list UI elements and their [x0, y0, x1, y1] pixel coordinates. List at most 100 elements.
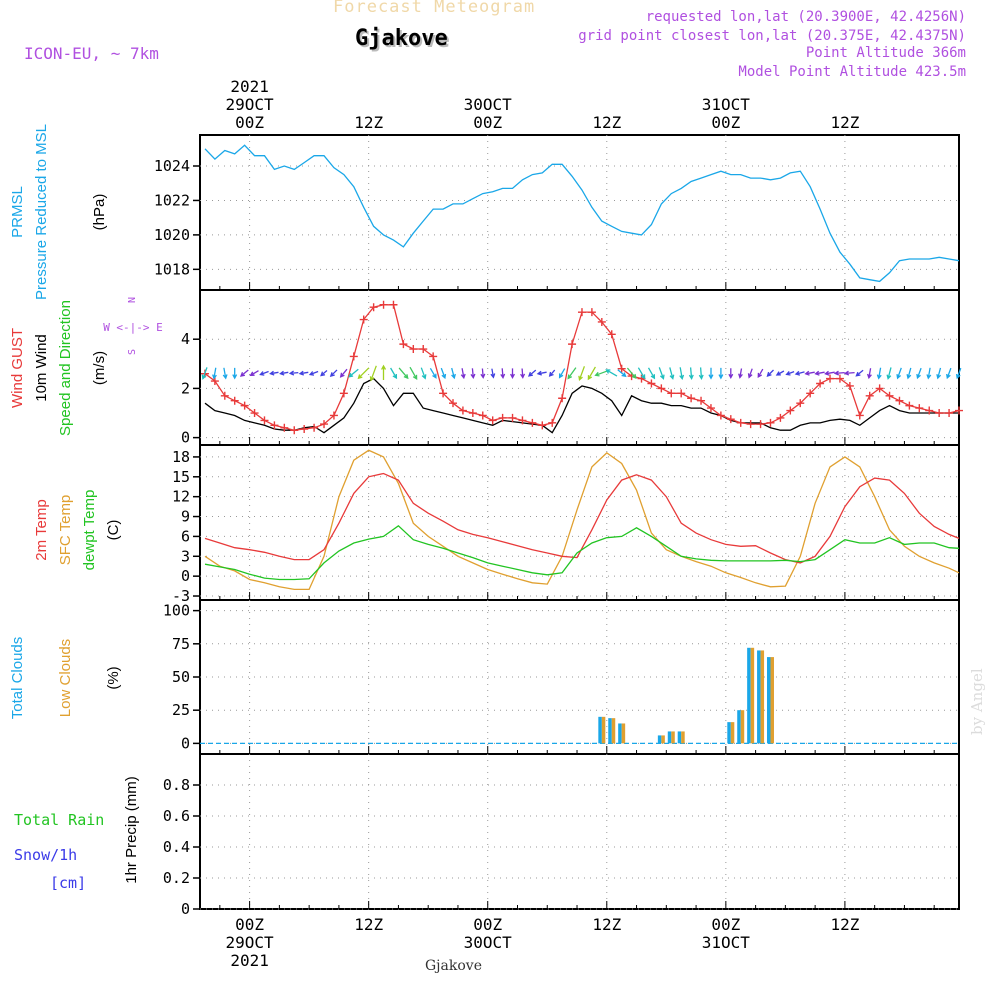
gust-marker	[558, 394, 567, 403]
gust-marker	[955, 406, 963, 415]
wind-direction-arrow	[955, 367, 962, 380]
gust-marker	[220, 391, 229, 400]
top-time-label: 2021	[230, 77, 269, 96]
gust-marker	[429, 352, 438, 361]
gust-marker	[399, 340, 408, 349]
wind-direction-arrow	[520, 368, 526, 379]
dewpt-line	[204, 524, 960, 581]
y-tick-label: 25	[172, 701, 190, 719]
top-time-label: 12Z	[354, 113, 383, 132]
wind-direction-arrow	[548, 369, 556, 377]
gust-marker	[597, 317, 606, 326]
low-cloud-bar	[601, 716, 606, 744]
wind-10m-label: 10m Wind	[33, 334, 50, 402]
wind-direction-arrow	[728, 368, 734, 380]
wind-direction-arrow	[626, 367, 637, 380]
wind-direction-arrow	[594, 370, 609, 377]
pressure-unit-label: (hPa)	[91, 194, 108, 231]
gust-marker	[905, 401, 914, 410]
gust-marker	[458, 406, 467, 415]
bottom-time-label: 00Z	[235, 915, 264, 934]
wind-direction-arrow	[587, 366, 596, 381]
gust-marker	[667, 389, 676, 398]
y-tick-label: 100	[163, 602, 190, 620]
gust-marker	[776, 413, 785, 422]
gust-marker	[449, 399, 457, 408]
gust-marker	[925, 406, 934, 415]
gust-marker	[706, 404, 715, 413]
wind-direction-arrow	[833, 370, 845, 376]
top-time-label: 00Z	[473, 113, 502, 132]
model-label: ICON-EU, ~ 7km	[24, 44, 159, 63]
wind-direction-arrow	[239, 369, 249, 377]
point-altitude: Point Altitude 366m	[805, 45, 966, 61]
total-cloud-bar	[737, 710, 741, 744]
total-cloud-bar	[727, 722, 731, 744]
top-time-label: 12Z	[830, 113, 859, 132]
wind-direction-arrow	[320, 370, 328, 377]
low-cloud-bar	[750, 647, 755, 744]
bottom-time-label: 00Z	[711, 915, 740, 934]
total-cloud-bar	[677, 731, 682, 744]
wind-direction-arrow	[637, 367, 646, 380]
gust-marker	[508, 413, 517, 422]
wind-direction-arrow	[429, 367, 437, 379]
gust-marker	[855, 411, 864, 420]
wind-direction-arrow	[558, 368, 566, 379]
compass-north: N	[127, 297, 138, 303]
y-tick-label: 4	[181, 330, 190, 348]
model-altitude: Model Point Altitude 423.5m	[738, 64, 966, 80]
wind-direction-arrow	[804, 370, 815, 376]
y-tick-label: 50	[172, 668, 190, 686]
top-time-label: 31OCT	[702, 95, 751, 114]
gust-marker	[845, 381, 854, 390]
gust-marker	[617, 364, 626, 373]
wind-direction-arrow	[747, 368, 753, 379]
gust-marker	[826, 374, 835, 383]
wind-direction-arrow	[886, 367, 892, 380]
gust-marker	[885, 391, 894, 400]
bottom-time-label: 12Z	[354, 915, 383, 934]
wind-direction-arrow	[866, 368, 872, 380]
bottom-time-label: 12Z	[830, 915, 859, 934]
gust-marker	[796, 399, 805, 408]
wind-direction-arrow	[814, 370, 825, 376]
clouds-unit-label: (%)	[105, 666, 122, 689]
low-cloud-bar	[740, 710, 745, 744]
panel-frame	[199, 753, 960, 910]
y-tick-label: 1018	[154, 260, 190, 278]
total-cloud-bar	[598, 716, 602, 744]
low-cloud-bar	[671, 731, 675, 744]
wind-direction-arrow	[936, 367, 942, 380]
low-cloud-bar	[621, 723, 626, 744]
wind-direction-arrow	[567, 367, 577, 380]
gust-marker	[409, 345, 418, 354]
gust-marker	[439, 389, 448, 398]
wind-direction-arrow	[718, 367, 724, 380]
wind-direction-arrow	[222, 367, 228, 380]
wind-direction-arrow	[617, 369, 627, 378]
y-tick-label: 15	[172, 468, 190, 486]
y-tick-label: 6	[181, 527, 190, 545]
gust-marker	[835, 374, 844, 383]
gust-marker	[498, 413, 507, 422]
panel-frame	[199, 599, 960, 755]
gust-marker	[756, 420, 765, 429]
low-cloud-bar	[661, 735, 665, 744]
wind-direction-arrow	[329, 369, 338, 378]
gust-marker	[587, 308, 596, 317]
gust-marker	[945, 409, 954, 418]
gridpoint-coords: grid point closest lon,lat (20.375E, 42.…	[578, 28, 966, 44]
wind-speed-line	[204, 377, 959, 434]
wind-direction-arrow	[896, 367, 902, 380]
wind-direction-arrow	[398, 367, 409, 380]
y-tick-label: 12	[172, 488, 190, 506]
chart-title: Forecast Meteogram	[333, 0, 536, 17]
bottom-time-label: 00Z	[473, 915, 502, 934]
gust-marker	[895, 396, 904, 405]
wind-direction-arrow	[480, 368, 486, 379]
top-time-label: 00Z	[235, 113, 264, 132]
y-tick-label: 0.4	[163, 838, 190, 856]
bottom-time-label: 12Z	[592, 915, 621, 934]
wind-direction-arrow	[757, 368, 764, 379]
